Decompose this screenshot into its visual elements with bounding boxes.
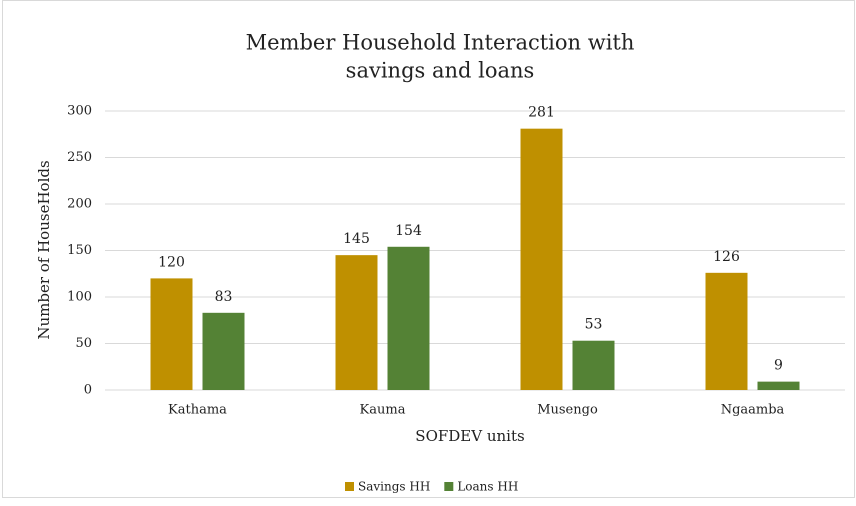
- legend-label: Loans HH: [457, 480, 518, 494]
- bar: [387, 246, 430, 390]
- x-tick-label: Ngaamba: [721, 403, 785, 418]
- data-label: 126: [713, 249, 740, 265]
- bar: [335, 255, 378, 390]
- data-label: 281: [528, 105, 555, 121]
- y-tick-label: 0: [84, 383, 92, 398]
- bar: [757, 381, 800, 390]
- bar: [202, 312, 245, 390]
- bar: [705, 272, 748, 390]
- chart-title: savings and loans: [346, 59, 535, 83]
- data-label: 120: [158, 254, 185, 270]
- bar: [572, 340, 615, 390]
- legend-swatch: [444, 482, 454, 491]
- y-tick-label: 100: [67, 290, 92, 305]
- y-axis-label: Number of HouseHolds: [35, 160, 53, 339]
- x-tick-label: Musengo: [537, 403, 598, 418]
- data-label: 145: [343, 231, 370, 247]
- x-tick-label: Kauma: [360, 403, 406, 418]
- y-tick-label: 150: [67, 243, 92, 258]
- data-label: 53: [585, 317, 603, 333]
- bar: [520, 128, 563, 391]
- data-label: 154: [395, 223, 422, 239]
- chart-title: Member Household Interaction with: [246, 31, 635, 55]
- y-tick-label: 250: [67, 150, 92, 165]
- data-label: 83: [215, 289, 233, 305]
- y-tick-label: 200: [67, 197, 92, 212]
- y-tick-label: 300: [67, 104, 92, 119]
- x-tick-label: Kathama: [168, 403, 227, 418]
- bar: [150, 278, 193, 390]
- x-axis-label: SOFDEV units: [415, 427, 524, 445]
- legend-label: Savings HH: [358, 480, 430, 494]
- y-tick-label: 50: [75, 336, 92, 351]
- data-label: 9: [774, 358, 783, 374]
- legend-swatch: [345, 482, 354, 491]
